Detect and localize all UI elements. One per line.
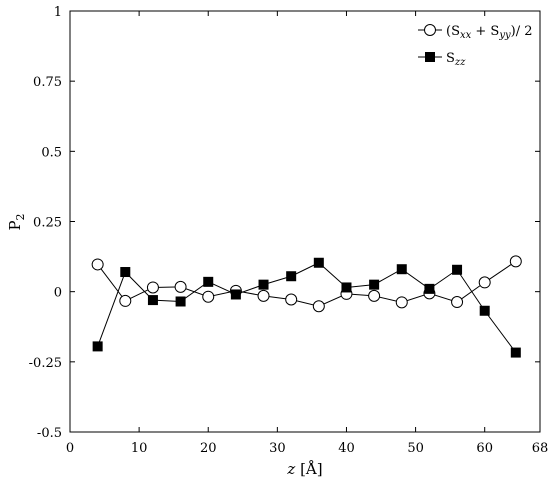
series-line-2	[97, 262, 517, 353]
x-tick-label: 60	[476, 441, 493, 456]
data-point-circle	[509, 255, 522, 268]
legend-label-2: Szz	[446, 51, 466, 68]
data-point-square	[203, 276, 214, 287]
data-point-circle	[285, 293, 298, 306]
data-point-square	[175, 296, 186, 307]
x-tick-label: 50	[407, 441, 424, 456]
data-point-square	[147, 295, 158, 306]
legend-marker-open-circle	[424, 24, 436, 36]
data-point-circle	[119, 294, 132, 307]
legend-1-part-c: )/ 2	[511, 24, 533, 39]
data-point-square	[424, 283, 435, 294]
plot-area-frame	[69, 10, 541, 433]
data-point-square	[369, 279, 380, 290]
data-point-square	[341, 282, 352, 293]
data-point-square	[313, 257, 324, 268]
data-point-square	[92, 341, 103, 352]
legend-1-sub-b: yy	[498, 30, 511, 41]
series-lines	[97, 260, 517, 353]
legend-2-part-a: S	[446, 51, 455, 66]
data-point-circle	[146, 281, 159, 294]
series-line-1	[97, 260, 517, 307]
data-point-square	[452, 264, 463, 275]
legend-marker-filled-square	[425, 52, 435, 62]
legend-label-1: (Sxx + Syy)/ 2	[446, 24, 533, 41]
axis-ticks: 0 10 20 30 40 50 60 68 -0.5 -0.25 0 0.25 0.5 0.75 1	[29, 5, 549, 456]
y-tick-label: 0.5	[41, 145, 62, 160]
data-point-square	[286, 271, 297, 282]
y-axis-label-sub: 2	[14, 213, 27, 220]
data-point-square	[230, 289, 241, 300]
legend-1-part-b: + S	[471, 24, 499, 39]
data-point-square	[258, 279, 269, 290]
data-point-circle	[395, 296, 408, 309]
data-point-circle	[451, 296, 464, 309]
data-point-square	[510, 347, 521, 358]
data-point-circle	[174, 280, 187, 293]
y-axis-label-main: P	[6, 220, 24, 230]
x-tick-label: 0	[66, 441, 74, 456]
data-point-circle	[91, 258, 104, 271]
legend-2-sub-a: zz	[454, 57, 466, 68]
legend: (Sxx + Syy)/ 2 Szz	[418, 24, 533, 68]
x-tick-label: 10	[131, 441, 148, 456]
data-point-square	[479, 305, 490, 316]
data-point-square	[396, 264, 407, 275]
data-point-square	[120, 267, 131, 278]
x-tick-label: 40	[338, 441, 355, 456]
data-point-circle	[478, 276, 491, 289]
y-tick-label: 0.75	[33, 75, 62, 90]
x-axis-label-unit: [Å]	[295, 460, 322, 478]
x-tick-label: 68	[532, 441, 549, 456]
y-tick-label: -0.25	[29, 356, 62, 371]
data-point-circle	[257, 289, 270, 302]
x-tick-label: 20	[200, 441, 217, 456]
data-point-circle	[312, 300, 325, 313]
data-point-circle	[368, 289, 381, 302]
x-tick-label: 30	[269, 441, 286, 456]
y-tick-label: 1	[54, 5, 62, 20]
y-tick-label: 0.25	[33, 216, 62, 231]
x-axis-label: z [Å]	[286, 460, 322, 478]
data-point-circle	[202, 290, 215, 303]
y-tick-label: 0	[54, 286, 62, 301]
y-tick-label: -0.5	[37, 426, 62, 441]
legend-entry-1: (Sxx + Syy)/ 2	[418, 24, 533, 41]
series-markers	[91, 255, 522, 358]
y-axis-label: P2	[6, 213, 27, 230]
legend-1-part-a: (S	[446, 24, 460, 39]
legend-1-sub-a: xx	[460, 30, 472, 41]
x-axis-label-var: z	[286, 460, 295, 478]
legend-entry-2: Szz	[418, 51, 466, 68]
